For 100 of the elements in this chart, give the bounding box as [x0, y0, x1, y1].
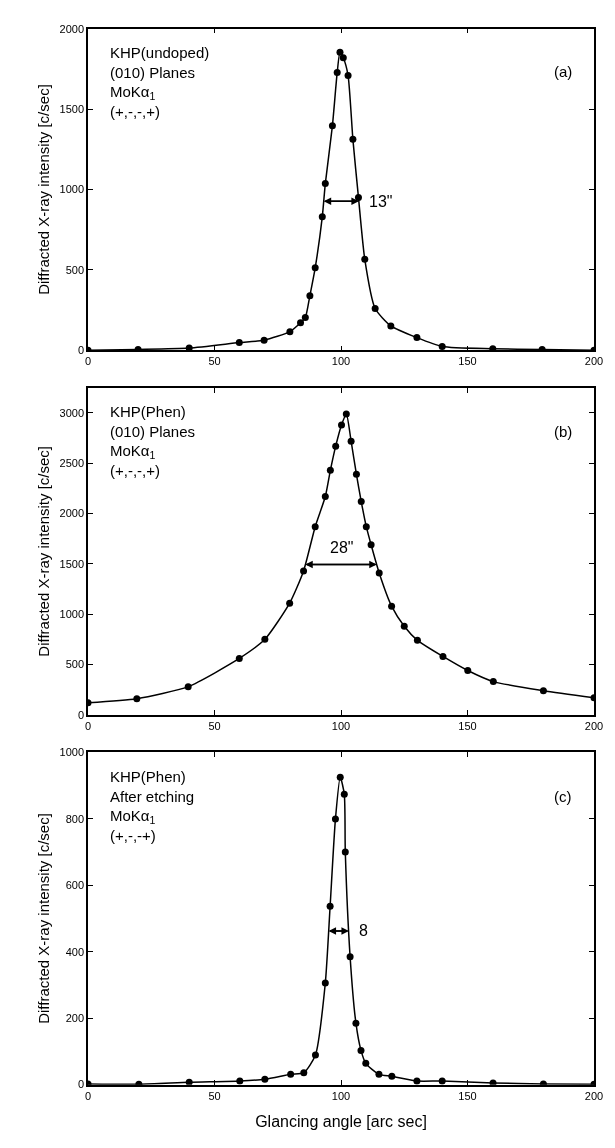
y-tick-label: 500 — [65, 658, 85, 671]
point — [413, 1077, 421, 1085]
point — [340, 790, 348, 798]
point — [333, 68, 341, 76]
point — [287, 1070, 295, 1078]
x-tick-label: 200 — [584, 719, 604, 732]
y-axis-title: Diffracted X-ray intensity [c/sec] — [35, 446, 53, 657]
y-tick-label: 1000 — [59, 183, 85, 196]
point — [321, 180, 329, 188]
y-tick-label: 0 — [77, 1078, 85, 1091]
x-tick-label: 150 — [458, 719, 477, 732]
y-tick-label: 2500 — [59, 457, 85, 470]
x-tick-label: 200 — [584, 1089, 604, 1102]
point — [352, 1019, 360, 1027]
point — [539, 687, 547, 695]
point — [336, 48, 344, 56]
point — [352, 470, 360, 478]
y-tick-label: 500 — [65, 263, 85, 276]
x-tick-label: 50 — [208, 1089, 221, 1102]
point — [375, 569, 383, 577]
point — [286, 328, 294, 336]
point — [321, 492, 329, 500]
point — [354, 193, 362, 201]
point — [347, 437, 355, 445]
point — [332, 442, 340, 450]
x-tick-label: 100 — [331, 1089, 351, 1102]
point — [300, 567, 308, 575]
x-tick-label: 200 — [584, 355, 604, 368]
point — [371, 305, 379, 313]
point — [301, 314, 309, 322]
x-tick-label: 150 — [458, 355, 477, 368]
y-tick-label: 2000 — [59, 22, 85, 35]
point — [362, 1059, 370, 1067]
point — [341, 848, 349, 856]
x-tick-label: 50 — [208, 719, 221, 732]
y-axis-title: Diffracted X-ray intensity [c/sec] — [35, 84, 53, 295]
point — [387, 322, 395, 330]
point — [339, 54, 347, 62]
x-tick-label: 50 — [208, 355, 221, 368]
point — [326, 902, 334, 910]
point — [185, 344, 193, 351]
point — [344, 72, 352, 80]
point — [236, 1077, 244, 1085]
annotation: 13" — [369, 193, 393, 210]
y-tick-label: 0 — [77, 344, 85, 357]
y-tick-label: 200 — [65, 1012, 85, 1025]
y-tick-label: 400 — [65, 945, 85, 958]
point — [357, 498, 365, 506]
annotation: KHP(Phen) (010) Planes MoKα$_{1}$ (+,-,-,+) — [110, 403, 196, 479]
point — [489, 345, 497, 351]
point — [346, 953, 354, 961]
point — [133, 695, 141, 703]
y-axis-title: Diffracted X-ray intensity [c/sec] — [35, 813, 53, 1024]
point — [185, 1078, 193, 1085]
y-tick-label: 600 — [65, 879, 85, 892]
point — [349, 135, 357, 143]
point — [400, 622, 408, 630]
point — [326, 466, 334, 474]
point — [464, 667, 472, 675]
point — [300, 1069, 308, 1077]
point — [311, 1051, 319, 1059]
annotation: (a) — [554, 63, 573, 80]
y-tick-label: 1000 — [59, 608, 85, 621]
point — [261, 1075, 269, 1083]
point — [489, 678, 497, 686]
point — [261, 635, 269, 643]
y-tick-label: 1000 — [59, 746, 85, 759]
point — [311, 523, 319, 531]
point — [367, 541, 375, 549]
point — [321, 979, 329, 987]
point — [357, 1046, 365, 1054]
x-tick-label: 100 — [331, 355, 351, 368]
y-tick-label: 1500 — [59, 102, 85, 115]
annotation: (c) — [554, 788, 572, 805]
y-tick-label: 1500 — [59, 557, 85, 570]
point — [336, 773, 344, 781]
point — [297, 319, 305, 327]
point — [388, 602, 396, 610]
point — [338, 421, 346, 429]
point — [235, 654, 243, 662]
point — [361, 255, 369, 263]
point — [439, 652, 447, 660]
point — [362, 523, 370, 531]
point — [306, 292, 314, 300]
point — [388, 1072, 396, 1080]
point — [375, 1070, 383, 1078]
point — [260, 336, 268, 344]
x-tick-label: 150 — [458, 1089, 477, 1102]
y-tick-label: 2000 — [59, 507, 85, 520]
point — [328, 122, 336, 130]
point — [438, 342, 446, 350]
point — [413, 636, 421, 644]
point — [184, 683, 192, 691]
point — [413, 334, 421, 342]
y-tick-label: 800 — [65, 812, 85, 825]
point — [331, 815, 339, 823]
x-tick-label: 100 — [331, 719, 351, 732]
point — [286, 599, 294, 607]
point — [318, 213, 326, 221]
x-axis-title: Glancing angle [arc sec] — [255, 1112, 427, 1130]
